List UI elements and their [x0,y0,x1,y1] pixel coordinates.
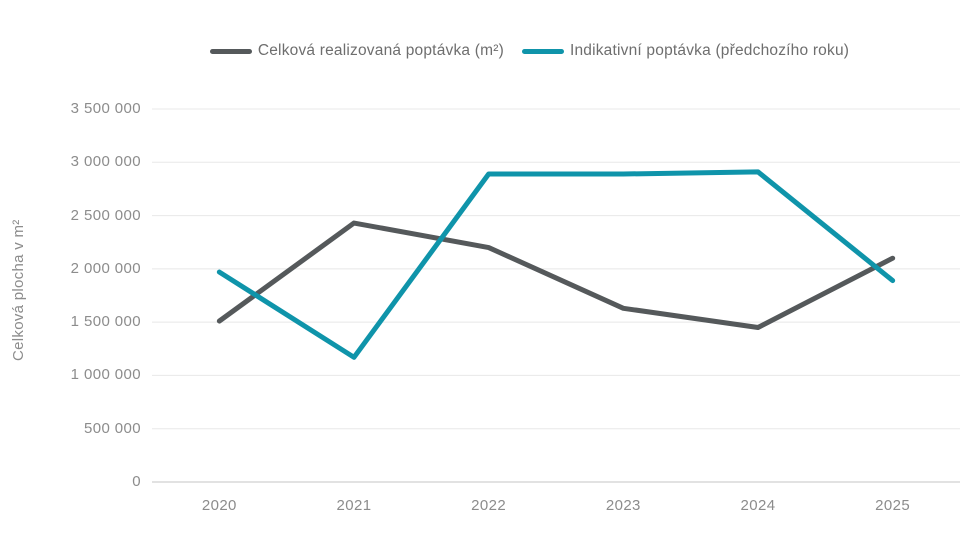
gray-line-swatch-icon [209,48,252,54]
x-tick-label: 2023 [605,497,641,514]
x-tick-label: 2025 [875,497,911,514]
y-tick-label: 3 500 000 [70,100,141,117]
chart-legend: Celková realizovaná poptávka (m²) Indika… [0,42,975,60]
series-line-realized-demand [216,220,896,330]
x-tick-label: 2024 [740,497,776,514]
legend-item-realized-demand: Celková realizovaná poptávka (m²) [209,42,504,60]
y-tick-label: 2 000 000 [70,259,141,277]
x-tick-label: 2022 [471,497,507,514]
x-tick-label: 2020 [201,497,237,514]
y-tick-label: 500 000 [83,419,141,437]
x-tick-label: 2021 [336,497,372,514]
legend-label-realized-demand: Celková realizovaná poptávka (m²) [257,42,504,59]
y-tick-label: 3 000 000 [70,153,141,171]
legend-label-indicative-demand: Indikativní poptávka (předchozího roku) [569,42,850,59]
teal-line-swatch-icon [521,48,564,54]
y-tick-label: 1 000 000 [70,366,141,384]
series-line-indicative-demand [216,169,896,360]
legend-item-indicative-demand: Indikativní poptávka (předchozího roku) [521,42,850,60]
y-tick-label: 2 500 000 [70,206,141,224]
y-tick-label: 1 500 000 [70,313,141,331]
y-tick-label: 0 [132,473,141,490]
